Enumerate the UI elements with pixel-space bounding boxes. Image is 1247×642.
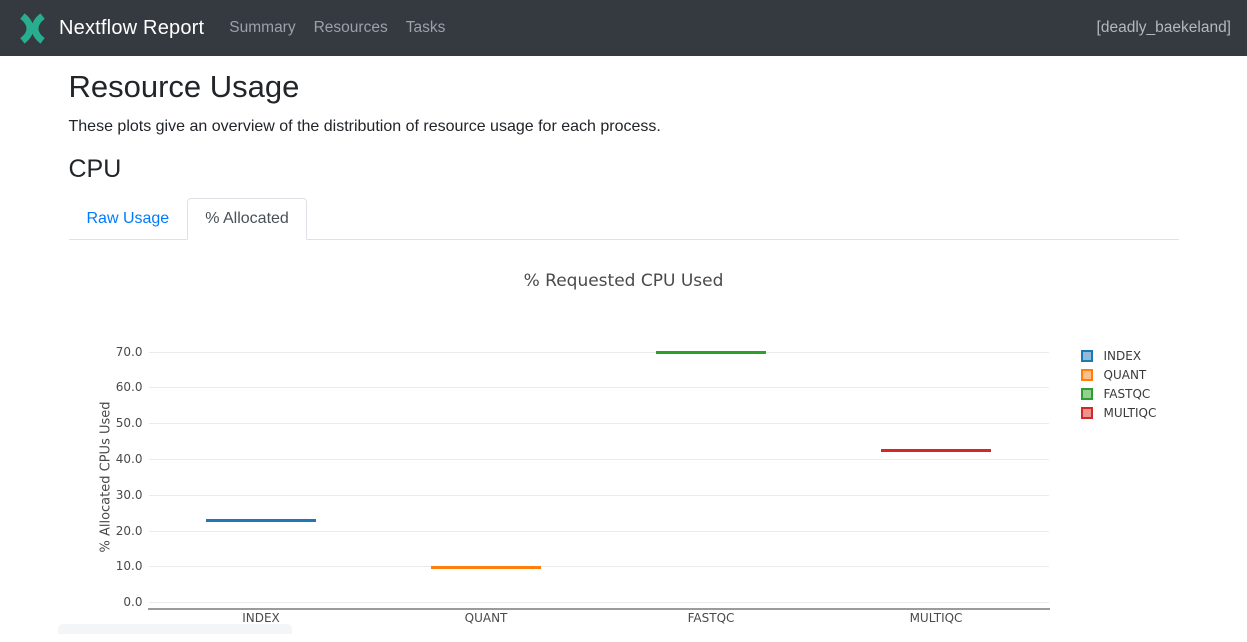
navbar-links: Summary Resources Tasks [220,11,454,45]
y-tick-label: 60.0 [115,380,143,395]
x-tick-label-multiqc: MULTIQC [909,611,963,626]
page-subtitle: These plots give an overview of the dist… [68,118,661,136]
navbar-item-resources[interactable]: Resources [313,19,388,36]
y-tick-label: 0.0 [123,595,143,610]
gridline-70 [148,351,1049,353]
gridline-20 [148,530,1049,532]
cpu-tab-bar: Raw Usage % Allocated [68,198,1179,241]
x-tick-label-fastqc: FASTQC [687,611,735,626]
legend-label: FASTQC [1103,386,1151,401]
box-mark-index[interactable] [206,519,316,523]
page-title: Resource Usage [68,69,300,104]
run-name-badge: [deadly_baekeland] [1096,19,1231,36]
legend-label: INDEX [1103,348,1142,363]
y-tick-label: 70.0 [115,344,143,359]
legend-label: QUANT [1103,367,1147,382]
legend-swatch-fastqc [1080,387,1093,400]
brand-title[interactable]: Nextflow Report [59,16,205,39]
gridline-10 [148,566,1049,568]
legend-entry-fastqc[interactable]: FASTQC [1080,384,1157,403]
cpu-percent-allocated-chart[interactable]: % Requested CPU Used % Allocated CPUs Us… [69,240,1179,642]
legend-swatch-quant [1080,368,1093,381]
clipped-gray-panel [58,624,292,634]
tab-raw-usage[interactable]: Raw Usage [86,210,170,228]
chart-legend: INDEX QUANT FASTQC MULTIQC [1080,346,1157,422]
gridline-30 [148,494,1049,496]
navbar: Nextflow Report Summary Resources Tasks [d… [0,0,1247,56]
y-tick-label: 50.0 [115,416,143,431]
gridline-40 [148,458,1049,460]
gridline-50 [148,423,1049,425]
navbar-item-summary[interactable]: Summary [229,19,296,36]
box-mark-multiqc[interactable] [881,448,991,452]
box-mark-quant[interactable] [431,566,541,570]
section-heading-cpu: CPU [68,155,122,184]
legend-entry-multiqc[interactable]: MULTIQC [1080,403,1157,422]
main-content: Resource Usage These plots give an overv… [54,56,1194,642]
x-tick-label-quant: QUANT [464,611,508,626]
navbar-item-tasks[interactable]: Tasks [405,19,446,36]
legend-swatch-multiqc [1080,406,1093,419]
gridline-0 [148,602,1049,604]
x-axis-line [147,608,1050,611]
chart-title: % Requested CPU Used [523,271,724,292]
legend-swatch-index [1080,349,1093,362]
legend-label: MULTIQC [1103,405,1157,420]
y-tick-label: 40.0 [115,451,143,466]
gridline-60 [148,387,1049,389]
y-tick-label: 30.0 [115,487,143,502]
legend-entry-quant[interactable]: QUANT [1080,365,1157,384]
legend-entry-index[interactable]: INDEX [1080,346,1157,365]
y-tick-label: 10.0 [115,559,143,574]
box-mark-fastqc[interactable] [656,350,766,354]
nextflow-logo-icon [16,12,49,45]
x-tick-label-index: INDEX [242,611,280,626]
tab-allocated[interactable]: % Allocated [187,198,307,241]
y-tick-label: 20.0 [115,523,143,538]
